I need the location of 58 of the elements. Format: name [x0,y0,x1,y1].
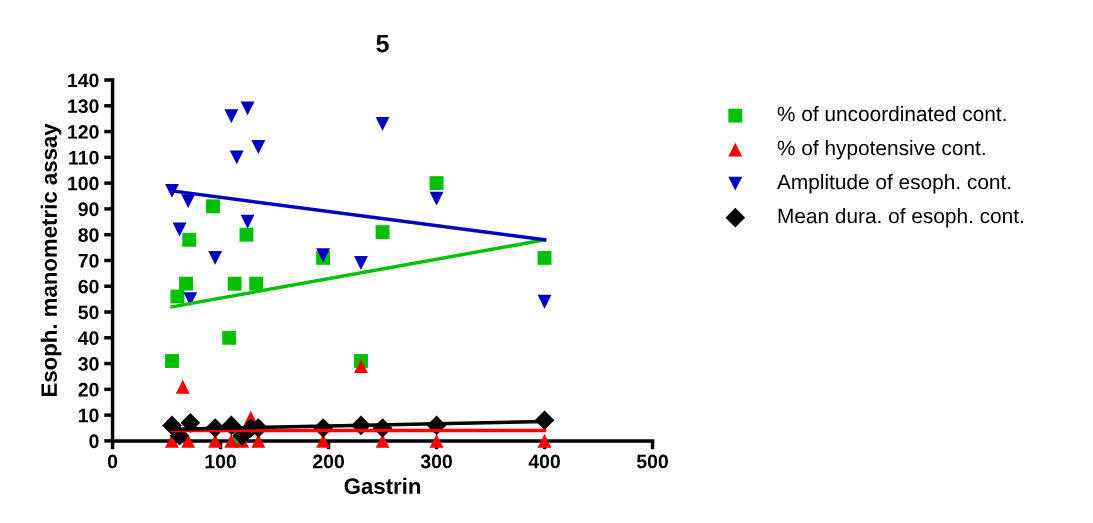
y-tick-label: 60 [78,279,99,294]
point [224,109,239,124]
point [181,194,196,209]
legend-label: % of hypotensive cont. [777,139,985,160]
point [429,191,444,206]
point [182,232,197,247]
point [537,250,552,265]
x-tick-label: 100 [205,454,236,469]
point [375,225,390,240]
point [165,354,179,368]
point [183,292,198,307]
y-tick-label: 50 [78,305,99,320]
point [227,276,242,291]
y-tick-label: 140 [68,73,99,88]
point [537,433,552,448]
x-tick-label: 0 [107,454,118,469]
point [375,116,390,131]
y-tick-label: 10 [78,408,99,423]
legend-label: Mean dura. of esoph. cont. [778,208,1023,228]
point [240,101,255,116]
point [224,433,239,448]
y-tick-label: 90 [78,202,99,217]
point [229,150,244,165]
point [354,359,368,374]
y-tick-label: 130 [68,99,99,114]
y-tick-label: 100 [68,176,99,191]
legend-label: Amplitude of esoph. cont. [777,173,1011,194]
y-tick-label: 80 [78,228,99,242]
y-tick-label: 20 [78,382,99,397]
y-tick-label: 40 [78,331,99,346]
point [239,227,254,242]
point [354,256,368,270]
point [222,330,237,345]
legend-label: % of uncoordinated cont. [777,105,1006,122]
x-tick-label: 300 [420,454,452,469]
point [172,222,187,237]
point [249,276,264,291]
point [206,199,220,214]
point [429,176,444,191]
point [170,289,185,304]
x-tick-label: 200 [313,454,344,469]
y-tick-label: 120 [68,125,99,139]
point [537,294,552,309]
y-axis-title: Esoph. manometric assay [40,123,62,397]
x-tick-label: 400 [528,454,560,469]
point [179,276,193,291]
y-tick-label: 0 [89,434,99,449]
point [208,250,223,265]
x-axis-title: Gastrin [344,477,421,495]
point [251,140,266,154]
y-tick-label: 30 [78,357,99,371]
y-tick-label: 110 [69,150,99,165]
point [175,379,190,394]
y-tick-label: 70 [78,253,99,268]
x-tick-label: 500 [636,454,668,469]
point [240,214,255,229]
chart-title: 5 [376,35,389,53]
point [429,433,444,448]
